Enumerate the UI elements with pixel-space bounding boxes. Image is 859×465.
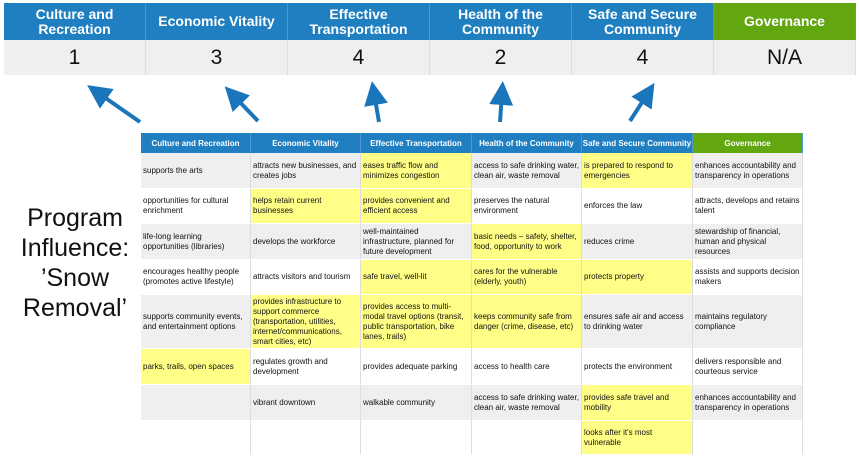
table-cell: provides infrastructure to support comme…: [251, 295, 361, 349]
header-transportation: Effective Transportation: [361, 133, 472, 153]
table-cell: looks after it's most vulnerable: [582, 421, 693, 455]
table-cell: opportunities for cultural enrichment: [141, 189, 251, 224]
table-cell: vibrant downtown: [251, 385, 361, 421]
table-cell: [472, 421, 582, 455]
table-cell: [251, 421, 361, 455]
table-cell: provides adequate parking: [361, 349, 472, 385]
summary-header-transportation: Effective Transportation: [288, 3, 430, 40]
table-cell: walkable community: [361, 385, 472, 421]
table-cell: safe travel, well-lit: [361, 260, 472, 295]
program-influence-label: Program Influence: ’Snow Removal’: [0, 203, 150, 323]
table-cell: well-maintained infrastructure, planned …: [361, 224, 472, 260]
label-line: Influence:: [20, 234, 130, 262]
summary-header-governance: Governance: [714, 3, 856, 40]
table-cell: attracts new businesses, and creates job…: [251, 153, 361, 189]
arrow-icon: [87, 85, 142, 124]
table-cell: attracts, develops and retains talent: [693, 189, 803, 224]
table-cell: develops the workforce: [251, 224, 361, 260]
table-cell: stewardship of financial, human and phys…: [693, 224, 803, 260]
label-line: ’Snow: [40, 264, 110, 292]
table-cell: basic needs – safety, shelter, food, opp…: [472, 224, 582, 260]
header-health: Health of the Community: [472, 133, 582, 153]
table-cell: reduces crime: [582, 224, 693, 260]
header-culture: Culture and Recreation: [141, 133, 251, 153]
label-line: Program: [27, 204, 123, 232]
score-safe: 4: [572, 40, 714, 75]
table-cell: assists and supports decision makers: [693, 260, 803, 295]
table-cell: maintains regulatory compliance: [693, 295, 803, 349]
table-cell: protects the environment: [582, 349, 693, 385]
table-cell: preserves the natural environment: [472, 189, 582, 224]
score-governance: N/A: [714, 40, 856, 75]
table-cell: supports the arts: [141, 153, 251, 189]
influence-matrix-table: Culture and Recreation Economic Vitality…: [141, 133, 803, 455]
table-cell: regulates growth and development: [251, 349, 361, 385]
header-economic: Economic Vitality: [251, 133, 361, 153]
score-culture: 1: [4, 40, 146, 75]
table-cell: parks, trails, open spaces: [141, 349, 251, 385]
arrow-icon: [364, 81, 388, 123]
table-cell: supports community events, and entertain…: [141, 295, 251, 349]
table-cell: provides convenient and efficient access: [361, 189, 472, 224]
summary-header-culture: Culture and Recreation: [4, 3, 146, 40]
score-transportation: 4: [288, 40, 430, 75]
arrow-icon: [489, 81, 514, 123]
table-cell: enhances accountability and transparency…: [693, 153, 803, 189]
table-cell: helps retain current businesses: [251, 189, 361, 224]
table-cell: provides safe travel and mobility: [582, 385, 693, 421]
table-cell: keeps community safe from danger (crime,…: [472, 295, 582, 349]
table-cell: enforces the law: [582, 189, 693, 224]
table-cell: [361, 421, 472, 455]
table-cell: [141, 421, 251, 455]
table-cell: [141, 385, 251, 421]
table-cell: access to safe drinking water, clean air…: [472, 385, 582, 421]
table-cell: access to health care: [472, 349, 582, 385]
summary-header-safe: Safe and Secure Community: [572, 3, 714, 40]
header-governance: Governance: [693, 133, 803, 153]
table-cell: delivers responsible and courteous servi…: [693, 349, 803, 385]
summary-header-health: Health of the Community: [430, 3, 572, 40]
table-cell: attracts visitors and tourism: [251, 260, 361, 295]
score-health: 2: [430, 40, 572, 75]
arrow-icon: [628, 82, 655, 123]
table-cell: cares for the vulnerable (elderly, youth…: [472, 260, 582, 295]
table-cell: eases traffic flow and minimizes congest…: [361, 153, 472, 189]
table-cell: provides access to multi-modal travel op…: [361, 295, 472, 349]
table-cell: [693, 421, 803, 455]
table-cell: ensures safe air and access to drinking …: [582, 295, 693, 349]
summary-header-economic: Economic Vitality: [146, 3, 288, 40]
header-safe: Safe and Secure Community: [582, 133, 693, 153]
table-cell: enhances accountability and transparency…: [693, 385, 803, 421]
table-cell: encourages healthy people (promotes acti…: [141, 260, 251, 295]
score-economic: 3: [146, 40, 288, 75]
label-line: Removal’: [22, 294, 128, 322]
table-cell: is prepared to respond to emergencies: [582, 153, 693, 189]
table-cell: life-long learning opportunities (librar…: [141, 224, 251, 260]
table-cell: access to safe drinking water, clean air…: [472, 153, 582, 189]
table-cell: protects property: [582, 260, 693, 295]
score-summary-table: Culture and Recreation Economic Vitality…: [4, 3, 856, 75]
arrow-icon: [224, 86, 260, 123]
